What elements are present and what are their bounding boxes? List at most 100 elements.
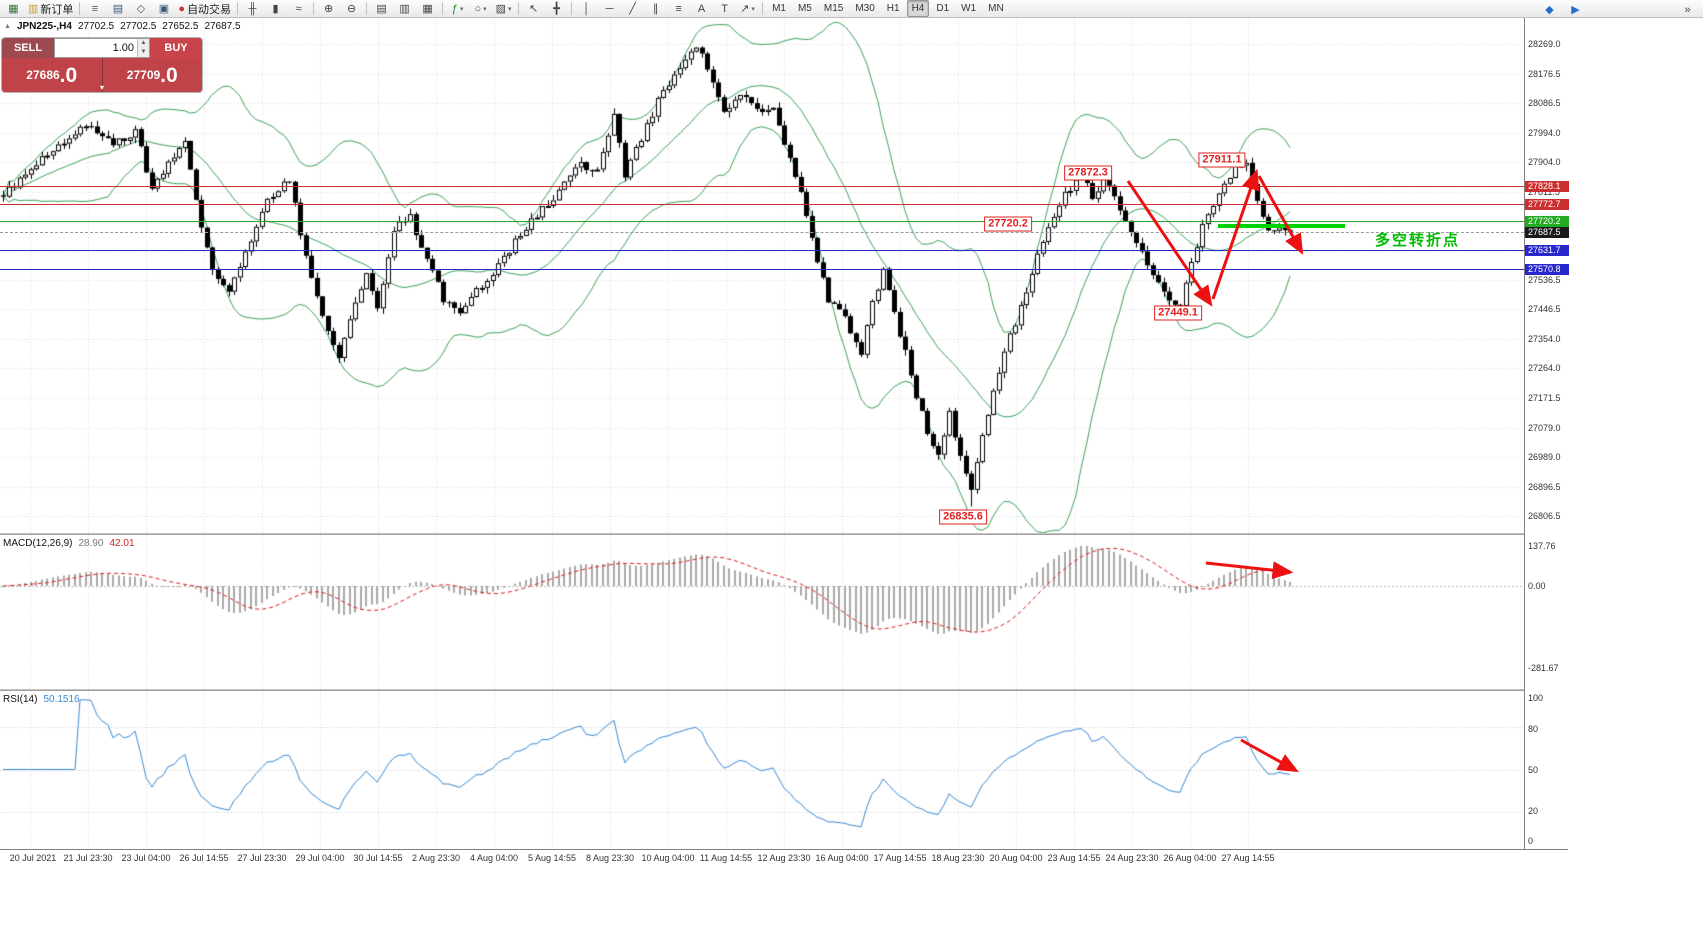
timeframe-m15-button[interactable]: M15	[823, 3, 844, 14]
time-tick-label: 27 Jul 23:30	[237, 853, 287, 863]
time-tick-label: 23 Jul 04:00	[121, 853, 171, 863]
timeframe-d1-button[interactable]: D1	[936, 3, 950, 14]
volume-down-icon[interactable]: ▼	[138, 48, 149, 57]
arrange-windows-button[interactable]: ▦	[416, 0, 439, 18]
cursor-button[interactable]: ↖	[522, 0, 545, 18]
panel-separator[interactable]	[0, 533, 1568, 535]
rsi-panel: RSI(14) 50.1516	[0, 691, 1524, 849]
volume-input[interactable]: 1.00 ▲ ▼	[54, 38, 150, 58]
auto-trading-button-label: 自动交易	[187, 3, 232, 16]
crosshair-button[interactable]: ╋	[545, 0, 568, 18]
macd-value: 28.90	[78, 538, 104, 549]
timeframe-mn-button[interactable]: MN	[988, 3, 1004, 14]
tile-windows-icon: ▤	[376, 2, 387, 15]
arrange-windows-icon: ▦	[422, 2, 433, 15]
auto-scroll-button[interactable]: ▶	[1564, 1, 1587, 19]
volume-value[interactable]: 1.00	[112, 42, 134, 54]
price-tag: 27720.2	[1525, 216, 1569, 228]
price-tag: 27828.1	[1525, 181, 1569, 193]
chart-shift-button[interactable]: ◆	[1538, 1, 1561, 19]
cascade-windows-icon: ▥	[399, 2, 410, 15]
periods-button[interactable]: ○ ▾	[469, 0, 492, 18]
trendline-button[interactable]: ╱	[621, 0, 644, 18]
price-annotation-box[interactable]: 27720.2	[984, 216, 1032, 232]
zoom-out-button[interactable]: ⊖	[340, 0, 363, 18]
arrows-tool-button[interactable]: ↗ ▾	[736, 0, 759, 18]
volume-spinner[interactable]: ▲ ▼	[137, 39, 149, 57]
symbol-title: JPN225-,H4	[16, 21, 72, 32]
label-button[interactable]: T	[713, 0, 736, 18]
highlight-segment[interactable]	[1218, 224, 1345, 228]
volume-up-icon[interactable]: ▲	[138, 39, 149, 48]
price-annotation-box[interactable]: 27872.3	[1064, 165, 1112, 181]
note-text[interactable]: 多空转折点	[1375, 232, 1461, 249]
cascade-windows-button[interactable]: ▥	[393, 0, 416, 18]
panel-separator[interactable]	[0, 689, 1568, 691]
cursor-icon: ↖	[528, 2, 539, 15]
candlestick-type-icon: ▮	[272, 2, 279, 15]
zoom-in-button[interactable]: ⊕	[317, 0, 340, 18]
time-tick-label: 12 Aug 23:30	[757, 853, 811, 863]
macd-canvas[interactable]	[0, 535, 1524, 689]
templates-button[interactable]: ▨ ▾	[492, 0, 515, 18]
sell-header[interactable]: SELL	[2, 38, 54, 58]
one-click-trading-panel: SELL 1.00 ▲ ▼ BUY 27686 .0	[2, 38, 202, 92]
navigator-button[interactable]: ◇	[129, 0, 152, 18]
text-button[interactable]: A	[690, 0, 713, 18]
price-annotation-box[interactable]: 26835.6	[939, 509, 987, 525]
toolbar-divider	[366, 2, 368, 15]
new-order-button[interactable]: ▥ 新订单	[25, 0, 76, 18]
price-tick-label: 27904.0	[1528, 156, 1561, 167]
sell-price-button[interactable]: 27686 .0	[2, 58, 102, 92]
timeframe-w1-button[interactable]: W1	[961, 3, 977, 14]
fibonacci-icon: ≡	[675, 2, 682, 15]
terminal-icon: ▣	[158, 2, 170, 15]
price-annotation-box[interactable]: 27449.1	[1154, 305, 1202, 321]
price-tick-label: 27171.5	[1528, 393, 1561, 404]
price-chart-canvas[interactable]	[0, 18, 1524, 533]
terminal-button[interactable]: ▣	[152, 0, 175, 18]
channel-button[interactable]: ∥	[644, 0, 667, 18]
auto-trading-button[interactable]: ● 自动交易	[175, 0, 234, 18]
buy-price-button[interactable]: 27709 .0	[103, 58, 203, 92]
rsi-canvas[interactable]	[0, 691, 1524, 849]
line-chart-type-icon: ≈	[295, 2, 302, 15]
data-window-button[interactable]: ▤	[106, 0, 129, 18]
toolbar-right-icons: ◆ ▶	[1538, 1, 1587, 19]
timeframe-m1-button[interactable]: M1	[772, 3, 786, 14]
price-annotation-box[interactable]: 27911.1	[1198, 152, 1246, 168]
sell-price-big: .0	[59, 63, 78, 87]
timeframe-m5-button[interactable]: M5	[797, 3, 812, 14]
timeframe-h4-button[interactable]: H4	[906, 0, 930, 17]
templates-icon: ▨	[495, 2, 506, 15]
fibonacci-button[interactable]: ≡	[667, 0, 690, 18]
indicators-button[interactable]: ƒ ▾	[446, 0, 469, 18]
buy-header[interactable]: BUY	[150, 38, 202, 58]
line-chart-type-button[interactable]: ≈	[287, 0, 310, 18]
one-click-caret-icon[interactable]: ▾	[99, 83, 105, 92]
chart-shift-icon: ◆	[1545, 4, 1554, 16]
rsi-tick-label: 50	[1528, 765, 1539, 775]
more-icon: »	[1684, 4, 1691, 16]
ohlc-open: 27702.5	[77, 21, 115, 32]
toolbar-more-button[interactable]: »	[1676, 1, 1699, 19]
bar-chart-type-button[interactable]: ╫	[241, 0, 264, 18]
candlestick-type-button[interactable]: ▮	[264, 0, 287, 18]
price-axis[interactable]: 28269.028176.528086.527994.027904.027811…	[1524, 18, 1569, 849]
horizontal-line-button[interactable]: ─	[598, 0, 621, 18]
price-tag: 27772.7	[1525, 199, 1569, 211]
vertical-line-button[interactable]: │	[575, 0, 598, 18]
price-tick-label: 26806.5	[1528, 511, 1561, 521]
tile-windows-button[interactable]: ▤	[370, 0, 393, 18]
time-tick-label: 30 Jul 14:55	[353, 853, 403, 863]
price-tick-label: 27536.5	[1528, 275, 1561, 286]
market-watch-button[interactable]: ≡	[83, 0, 106, 18]
toolbar-divider	[313, 2, 315, 15]
zoom-out-icon: ⊖	[346, 2, 357, 15]
time-axis[interactable]: 20 Jul 2021 21 Jul 23:30 23 Jul 04:00 26 Ju…	[0, 849, 1568, 868]
chevron-down-icon: ▾	[751, 5, 755, 13]
time-tick-label: 10 Aug 04:00	[641, 853, 695, 863]
new-chart-button[interactable]: ▦	[2, 0, 25, 18]
timeframe-h1-button[interactable]: H1	[886, 3, 900, 14]
timeframe-m30-button[interactable]: M30	[855, 3, 875, 14]
